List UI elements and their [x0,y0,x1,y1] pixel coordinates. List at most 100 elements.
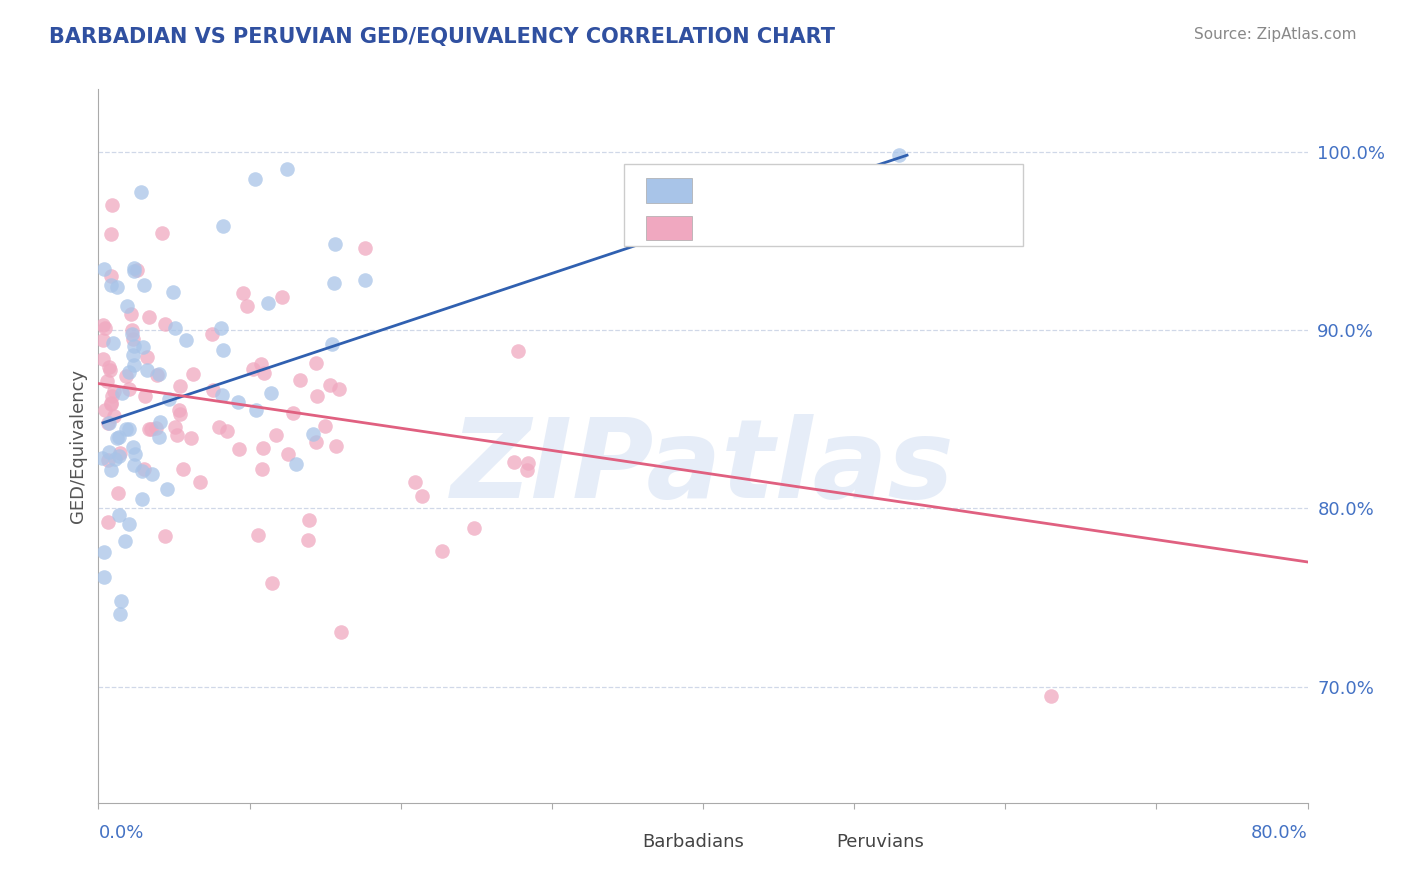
Point [136,362,159,376]
Point [101,389,124,403]
Point [108,607,131,621]
Point [100,268,122,283]
Point [122,348,145,362]
Point [131,464,153,478]
Point [110,594,132,608]
Point [101,198,124,212]
Text: R =: R = [713,181,752,200]
Point [228,442,250,457]
Point [145,421,167,435]
Point [91,333,114,347]
Point [250,462,273,476]
Point [232,285,254,300]
Point [122,332,145,346]
Point [201,383,224,397]
Point [114,533,136,548]
Point [242,362,264,376]
Point [91,318,114,332]
Point [889,148,911,162]
Point [115,369,138,384]
Point [134,389,156,403]
Point [201,327,224,342]
Point [122,358,145,372]
Point [188,475,211,489]
Point [100,227,122,242]
Point [411,489,433,503]
Text: BARBADIAN VS PERUVIAN GED/EQUIVALENCY CORRELATION CHART: BARBADIAN VS PERUVIAN GED/EQUIVALENCY CO… [49,27,835,46]
Point [226,395,249,409]
Text: R =: R = [713,219,752,237]
Text: Barbadians: Barbadians [643,833,744,851]
Point [276,162,298,177]
Point [125,263,148,277]
Point [281,406,304,420]
Text: 0.38: 0.38 [761,181,806,200]
Point [117,365,139,379]
Point [153,529,176,543]
Text: 0.0%: 0.0% [98,824,143,842]
Point [297,533,319,547]
Point [325,439,347,453]
Point [98,363,121,377]
Point [211,388,233,402]
Point [97,452,120,467]
Point [354,241,377,255]
Point [245,403,267,417]
Point [101,335,124,350]
Point [100,463,122,477]
Point [121,326,143,341]
Point [404,475,426,489]
Y-axis label: GED/Equivalency: GED/Equivalency [69,369,87,523]
Point [305,356,328,370]
Point [262,576,284,591]
Point [215,424,238,438]
Point [330,625,353,640]
Point [93,545,115,559]
Text: 66: 66 [900,181,925,200]
Point [118,382,141,396]
Text: 80.0%: 80.0% [1251,824,1308,842]
Point [111,385,134,400]
Point [325,237,347,252]
Point [174,333,197,347]
Point [315,419,337,434]
FancyBboxPatch shape [624,164,1024,246]
Point [288,374,311,388]
Bar [647,178,692,202]
Point [252,441,274,455]
Point [148,430,170,444]
Point [305,434,328,449]
Point [277,447,299,461]
Point [322,276,344,290]
Point [108,508,131,522]
Point [516,456,538,470]
Point [98,444,121,458]
Point [124,447,146,461]
Point [107,486,129,500]
Point [105,280,128,294]
Point [169,408,191,422]
Point [253,366,276,380]
Text: N =: N = [821,181,879,200]
Point [318,378,340,392]
Point [103,384,125,398]
Point [162,285,184,299]
Point [503,455,526,469]
Point [136,350,159,364]
Point [149,415,172,429]
Point [166,428,188,442]
Point [1039,689,1062,703]
Point [157,392,180,406]
Point [297,512,319,526]
Point [212,343,235,358]
Point [97,416,120,430]
Point [105,431,128,445]
Point [209,321,232,335]
Point [150,226,173,240]
Point [153,317,176,331]
Point [146,368,169,383]
Point [93,570,115,584]
Point [243,171,266,186]
Point [163,321,186,335]
Point [181,367,204,381]
